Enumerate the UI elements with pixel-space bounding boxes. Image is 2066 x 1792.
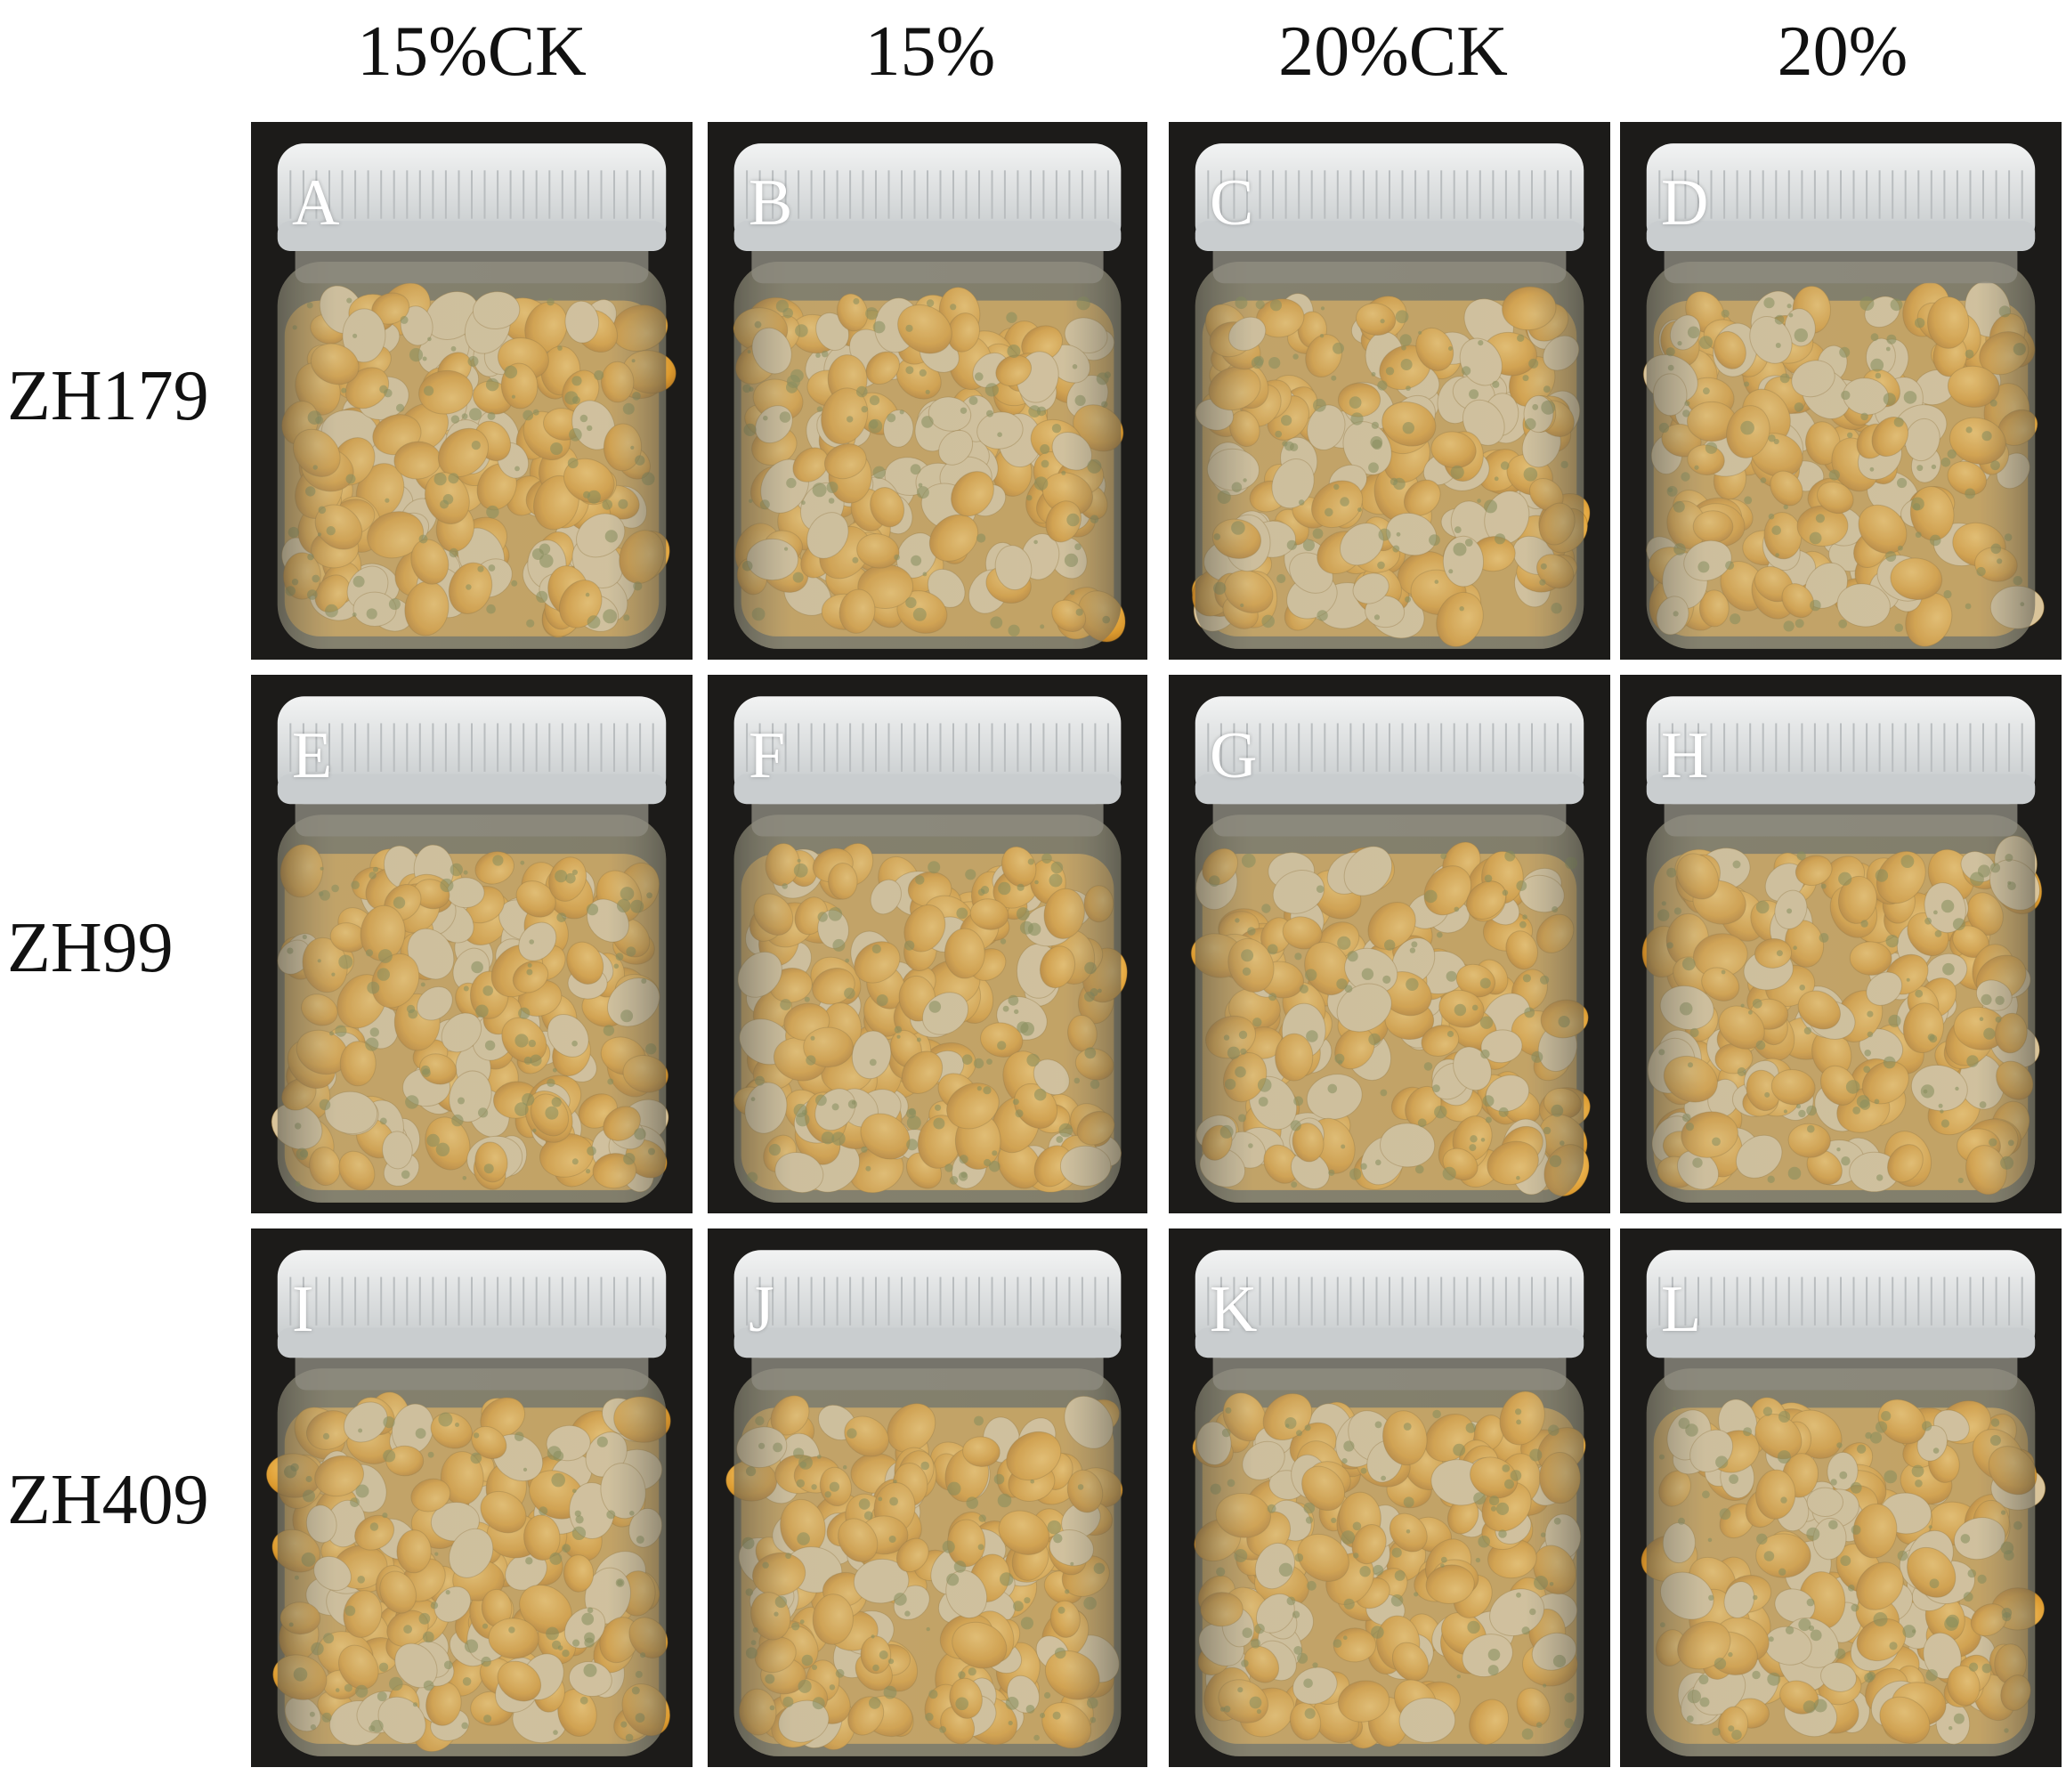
panel-letter-g: G xyxy=(1210,719,1258,792)
jar-photo-l: L xyxy=(1620,1228,2062,1767)
panel-letter-j: J xyxy=(749,1273,774,1346)
jar-photo-i: I xyxy=(251,1228,693,1767)
panel-letter-f: F xyxy=(749,719,786,792)
jar-photo-j: J xyxy=(708,1228,1147,1767)
jar-photo-h: H xyxy=(1620,675,2062,1213)
column-header-20ck: 20%CK xyxy=(1278,12,1508,91)
jar-photo-g: G xyxy=(1169,675,1610,1213)
jar-photo-a: A xyxy=(251,122,693,660)
panel-letter-e: E xyxy=(292,719,333,792)
row-label-zh99: ZH99 xyxy=(7,909,174,987)
jar-photo-e: E xyxy=(251,675,693,1213)
panel-letter-b: B xyxy=(749,166,793,239)
jar-photo-d: D xyxy=(1620,122,2062,660)
column-header-20: 20% xyxy=(1777,12,1908,91)
column-header-15ck: 15%CK xyxy=(357,12,587,91)
panel-letter-c: C xyxy=(1210,166,1254,239)
row-label-zh409: ZH409 xyxy=(7,1461,209,1539)
jar-photo-b: B xyxy=(708,122,1147,660)
jar-photo-c: C xyxy=(1169,122,1610,660)
panel-letter-i: I xyxy=(292,1273,314,1346)
jar-photo-k: K xyxy=(1169,1228,1610,1767)
panel-letter-d: D xyxy=(1661,166,1709,239)
panel-letter-a: A xyxy=(292,166,340,239)
row-label-zh179: ZH179 xyxy=(7,357,209,435)
jar-photo-f: F xyxy=(708,675,1147,1213)
panel-letter-l: L xyxy=(1661,1273,1702,1346)
panel-letter-h: H xyxy=(1661,719,1709,792)
column-header-15: 15% xyxy=(864,12,996,91)
panel-letter-k: K xyxy=(1210,1273,1258,1346)
